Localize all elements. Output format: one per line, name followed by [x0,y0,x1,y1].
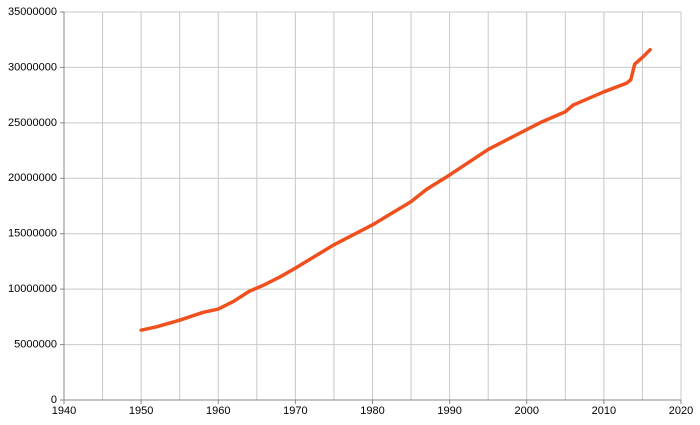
y-tick-label: 0 [51,394,57,406]
y-tick-label: 35000000 [8,6,57,18]
x-tick-label: 2020 [669,405,693,417]
x-tick-label: 1940 [52,405,76,417]
y-tick-label: 15000000 [8,228,57,240]
y-tick-label: 10000000 [8,283,57,295]
y-tick-label: 5000000 [14,338,57,350]
x-tick-label: 1950 [129,405,153,417]
y-tick-label: 30000000 [8,61,57,73]
x-tick-label: 1990 [437,405,461,417]
x-tick-label: 1980 [360,405,384,417]
y-tick-label: 25000000 [8,117,57,129]
x-tick-label: 1970 [283,405,307,417]
data-line [139,47,652,332]
y-tick-label: 20000000 [8,172,57,184]
x-tick-label: 2000 [515,405,539,417]
x-tick-label: 1960 [206,405,230,417]
x-tick-label: 2010 [592,405,616,417]
